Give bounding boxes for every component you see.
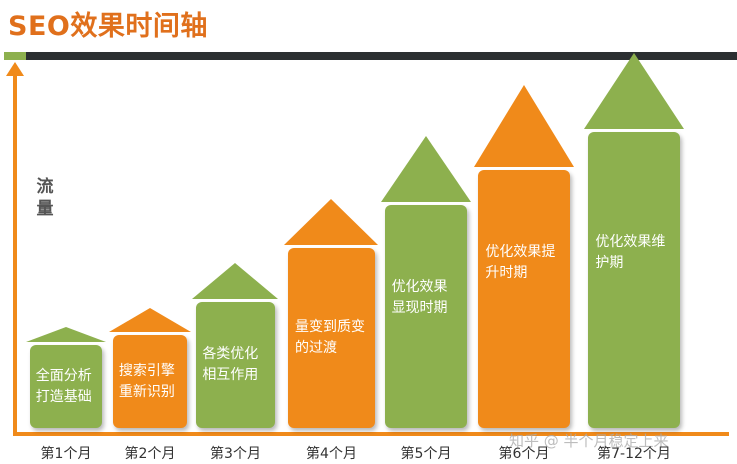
stage-label: 各类优化相互作用 (202, 346, 259, 383)
y-axis-arrow (6, 62, 24, 76)
stage-label: 优化效果显现时期 (391, 279, 448, 316)
stage-arrow-head (192, 263, 278, 299)
stage-label: 搜索引擎重新识别 (118, 362, 175, 400)
watermark-text: 知乎 @ 半个月稳定上来 (509, 432, 669, 450)
month-label: 第5个月 (400, 446, 452, 462)
page-title: SEO效果时间轴 (8, 11, 208, 42)
header-rule-accent (4, 52, 26, 60)
stage-label: 优化效果维护期 (595, 234, 666, 271)
month-label: 第1个月 (40, 446, 92, 462)
month-label: 第6个月 (498, 446, 550, 462)
stage-box: 搜索引擎重新识别 (113, 335, 187, 428)
stage-box: 优化效果维护期 (588, 132, 680, 428)
x-axis (13, 432, 729, 436)
header-rule (26, 52, 737, 60)
stage-box: 量变到质变的过渡 (288, 248, 375, 428)
stage-label: 优化效果提升时期 (485, 244, 556, 281)
stage-label: 全面分析打造基础 (35, 367, 92, 405)
stage-box: 优化效果显现时期 (385, 205, 467, 428)
y-axis-label: 流量 (36, 177, 54, 219)
stage-arrow-head (584, 53, 684, 129)
month-label: 第3个月 (210, 446, 261, 462)
month-label: 第4个月 (306, 446, 357, 462)
stage-box: 优化效果提升时期 (478, 170, 570, 428)
month-label: 第7-12个月 (597, 446, 671, 462)
stage-arrow-head (26, 327, 106, 342)
stage-arrow-head (381, 136, 471, 202)
stage-arrow-head (109, 308, 191, 332)
stage-box: 各类优化相互作用 (196, 302, 275, 428)
stage-label: 量变到质变的过渡 (294, 319, 365, 356)
y-axis (13, 74, 17, 436)
month-label: 第2个月 (124, 446, 176, 462)
stage-arrow-head (284, 199, 378, 245)
stage-arrow-head (474, 85, 574, 167)
stage-box: 全面分析打造基础 (30, 345, 102, 428)
